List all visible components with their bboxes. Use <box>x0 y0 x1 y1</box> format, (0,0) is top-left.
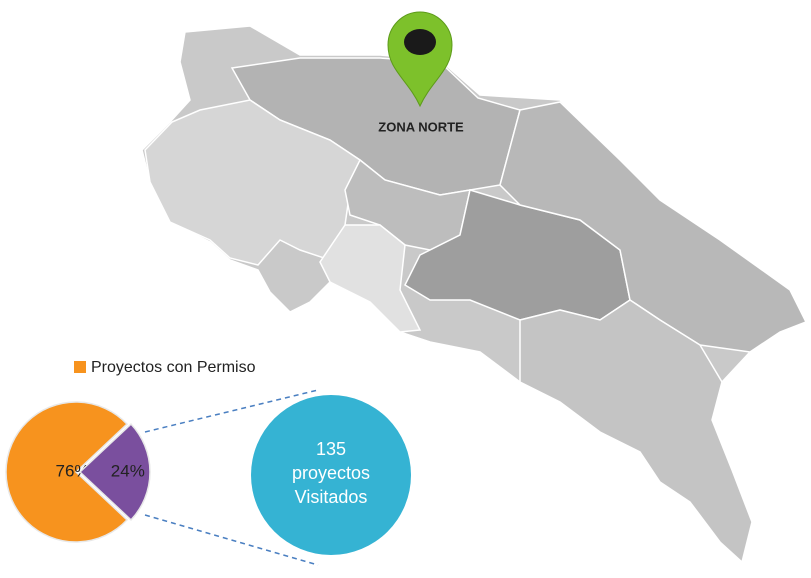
map-region-south <box>519 299 753 564</box>
pie: 76% 24% <box>5 401 151 543</box>
pie-slice <box>78 423 151 521</box>
map-pin <box>387 11 453 108</box>
connector <box>144 514 319 566</box>
map <box>141 25 808 564</box>
pin <box>387 11 453 108</box>
slice-label: 76% <box>55 461 89 480</box>
map-label: ZONA NORTE <box>378 119 464 134</box>
legend-label: Proyectos con Permiso <box>91 359 256 376</box>
slice-label: 24% <box>111 461 145 480</box>
callout-line: proyectos <box>292 463 370 483</box>
legend-swatch <box>74 361 86 373</box>
map-region-guanacaste <box>144 99 361 266</box>
callout-line: Visitados <box>295 487 368 507</box>
map-region-limon <box>499 101 808 353</box>
pie-slice <box>5 401 129 543</box>
connector <box>144 389 319 433</box>
callout-line: 135 <box>316 439 346 459</box>
callout-circle <box>251 395 411 555</box>
pin-hole <box>404 29 436 55</box>
map-region-puntarenas <box>319 224 422 333</box>
callout-text: 135 proyectos Visitados <box>292 439 370 507</box>
